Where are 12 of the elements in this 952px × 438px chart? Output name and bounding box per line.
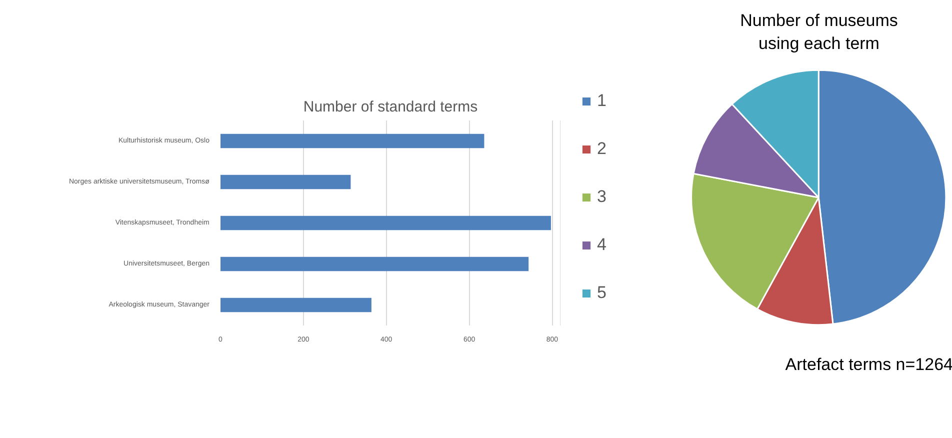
chart-title: Number of standard terms <box>303 98 478 116</box>
legend-label: 3 <box>597 186 608 207</box>
bar <box>220 174 351 190</box>
bar <box>220 134 484 148</box>
legend-label: 2 <box>597 138 608 159</box>
legend-label: 5 <box>597 282 608 303</box>
bar <box>220 298 372 312</box>
bar <box>220 216 551 230</box>
legend-label: 4 <box>597 234 608 255</box>
bar <box>220 256 529 272</box>
legend-label: 1 <box>597 90 608 111</box>
chart-title: Number of museums using each term <box>740 10 898 55</box>
